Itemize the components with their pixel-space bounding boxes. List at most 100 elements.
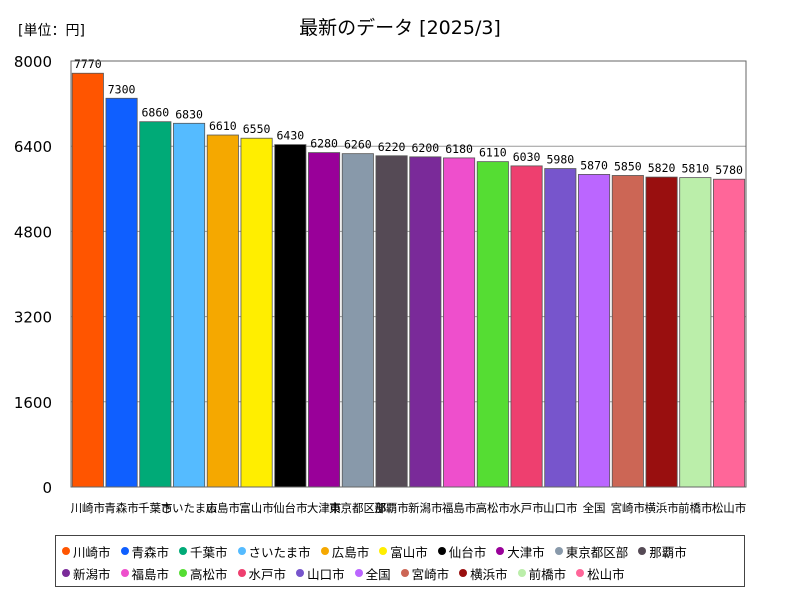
legend: 川崎市 青森市 千葉市 さいたま市 広島市 富山市 仙台市 大津市 東京都区部 那覇市 新潟市 福島市… — [55, 535, 745, 587]
bar — [713, 178, 746, 488]
bar — [206, 134, 239, 488]
x-tick-label: 川崎市 — [71, 501, 106, 515]
data-label: 7300 — [108, 82, 136, 96]
value-labels: 7770 7300 6860 6830 6610 6550 6430 6280 6260 6220… — [74, 57, 743, 177]
legend-marker-icon — [62, 547, 70, 555]
bar — [476, 161, 509, 488]
x-tick-label: 大津市 — [307, 501, 342, 515]
bar — [308, 152, 341, 488]
bar — [105, 97, 138, 488]
data-label: 5820 — [648, 161, 676, 175]
legend-label: さいたま市 — [248, 544, 311, 560]
legend-marker-icon — [354, 569, 363, 577]
bar — [173, 122, 206, 488]
legend-label: 千葉市 — [190, 544, 228, 560]
data-label: 6180 — [445, 142, 473, 156]
x-tick-label: 富山市 — [239, 501, 274, 515]
legend-item: 大津市 — [496, 540, 545, 562]
legend-item: 青森市 — [120, 540, 170, 562]
legend-item: 高松市 — [179, 562, 228, 584]
x-tick-label: 千葉市 — [138, 501, 173, 515]
chart-title: 最新のデータ [2025/3] — [299, 17, 501, 39]
bar — [645, 176, 678, 488]
bar — [409, 156, 442, 488]
data-label: 5980 — [546, 153, 574, 167]
data-label: 6110 — [479, 146, 507, 160]
legend-label: 富山市 — [390, 544, 428, 560]
legend-label: 広島市 — [331, 544, 370, 560]
bar — [71, 72, 104, 488]
legend-marker-icon — [120, 547, 129, 555]
legend-label: 大津市 — [507, 544, 545, 560]
bar — [341, 153, 374, 488]
y-tick-label: 4800 — [14, 223, 52, 241]
legend-item: 山口市 — [296, 562, 345, 584]
legend-label: 横浜市 — [470, 566, 508, 582]
gridlines — [71, 60, 746, 488]
bar — [240, 137, 273, 488]
legend-label: 山口市 — [307, 566, 345, 582]
legend-marker-icon — [237, 569, 246, 577]
legend-item: 宮崎市 — [400, 562, 450, 584]
y-tick-label: 0 — [42, 479, 52, 497]
data-label: 6550 — [243, 122, 271, 136]
x-tick-label: 松山市 — [712, 501, 747, 515]
data-label: 6030 — [513, 150, 541, 164]
x-tick-label: 全国 — [583, 501, 606, 515]
legend-label: 青森市 — [131, 544, 170, 560]
data-label: 5850 — [614, 159, 642, 173]
legend-marker-icon — [554, 547, 563, 555]
y-tick-label: 8000 — [14, 53, 52, 71]
legend-label: 宮崎市 — [411, 566, 450, 582]
x-tick-label: 山口市 — [543, 501, 578, 515]
bar — [274, 144, 307, 488]
legend-marker-icon — [638, 547, 647, 555]
legend-label: 仙台市 — [448, 544, 487, 560]
data-label: 7770 — [74, 57, 102, 71]
data-label: 6860 — [141, 106, 169, 120]
x-tick-label: 高松市 — [476, 501, 511, 515]
y-tick-label: 6400 — [14, 138, 52, 156]
legend-label: 那覇市 — [649, 544, 687, 560]
data-label: 6830 — [175, 107, 203, 121]
legend-marker-icon — [62, 569, 70, 577]
legend-item: 千葉市 — [179, 540, 228, 562]
legend-item: 新潟市 — [62, 562, 111, 584]
bar-chart: [単位：円] 最新のデータ [2025/3] 0 1600 3200 4800 6400… — [14, 17, 747, 515]
bar — [578, 174, 611, 488]
legend-item: さいたま市 — [237, 540, 311, 562]
x-tick-label: 横浜市 — [644, 501, 679, 515]
x-tick-label: 青森市 — [104, 501, 139, 515]
data-label: 6260 — [344, 138, 372, 152]
y-tick-label: 3200 — [14, 309, 52, 327]
legend-item: 福島市 — [120, 562, 169, 584]
legend-marker-icon — [379, 547, 388, 555]
x-tick-label: 福島市 — [442, 501, 477, 515]
y-tick-label: 1600 — [14, 394, 52, 412]
legend-item: 前橋市 — [517, 562, 566, 584]
data-label: 5810 — [681, 162, 709, 176]
data-label: 6610 — [209, 119, 237, 133]
x-tick-label: 水戸市 — [509, 501, 544, 515]
bar — [679, 177, 712, 488]
bar — [544, 168, 577, 488]
data-label: 5870 — [580, 158, 608, 172]
x-tick-label: 仙台市 — [273, 501, 308, 515]
legend-item: 横浜市 — [459, 562, 508, 584]
legend-marker-icon — [320, 547, 329, 555]
legend-label: 川崎市 — [73, 544, 111, 560]
data-label: 6200 — [411, 141, 439, 155]
bar — [139, 121, 172, 488]
bar — [443, 157, 476, 488]
x-tick-label: 広島市 — [206, 501, 241, 515]
legend-item: 全国 — [354, 562, 391, 584]
x-tick-label: さいたま市 — [160, 501, 217, 515]
legend-label: 全国 — [365, 566, 391, 582]
legend-label: 新潟市 — [73, 566, 111, 582]
legend-marker-icon — [400, 569, 409, 577]
legend-item: 川崎市 — [62, 540, 111, 562]
x-tick-label: 新潟市 — [408, 501, 443, 515]
y-axis: 0 1600 3200 4800 6400 8000 — [14, 53, 52, 497]
legend-marker-icon — [179, 547, 188, 555]
legend-marker-icon — [517, 569, 526, 577]
